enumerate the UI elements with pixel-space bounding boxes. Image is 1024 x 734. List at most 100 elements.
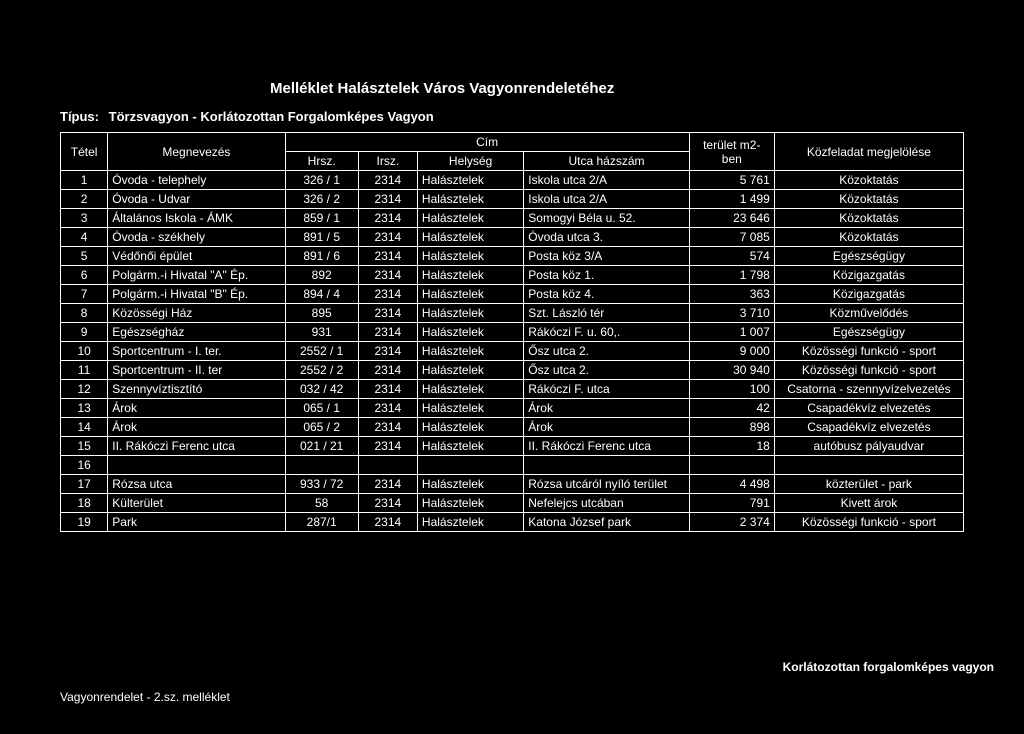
cell-hrsz: 326 / 1	[285, 171, 358, 190]
cell-kozfeladat	[774, 456, 963, 475]
cell-utca: Ősz utca 2.	[524, 342, 689, 361]
cell-helyseg: Halásztelek	[417, 304, 523, 323]
table-row: 11Sportcentrum - II. ter2552 / 22314Halá…	[61, 361, 964, 380]
cell-utca: Posta köz 1.	[524, 266, 689, 285]
cell-kozfeladat: Csatorna - szennyvízelvezetés	[774, 380, 963, 399]
cell-helyseg: Halásztelek	[417, 190, 523, 209]
cell-irsz: 2314	[358, 171, 417, 190]
cell-utca: Iskola utca 2/A	[524, 190, 689, 209]
th-helyseg: Helység	[417, 152, 523, 171]
cell-terulet: 1 007	[689, 323, 774, 342]
cell-hrsz: 58	[285, 494, 358, 513]
table-row: 18Külterület582314HalásztelekNefelejcs u…	[61, 494, 964, 513]
cell-tetel: 12	[61, 380, 108, 399]
cell-utca: Rózsa utcáról nyíló terület	[524, 475, 689, 494]
table-row: 17Rózsa utca933 / 722314HalásztelekRózsa…	[61, 475, 964, 494]
cell-utca: Iskola utca 2/A	[524, 171, 689, 190]
cell-helyseg: Halásztelek	[417, 342, 523, 361]
cell-tetel: 13	[61, 399, 108, 418]
cell-tetel: 5	[61, 247, 108, 266]
document-page: Melléklet Halásztelek Város Vagyonrendel…	[60, 80, 964, 532]
cell-tetel: 6	[61, 266, 108, 285]
cell-irsz: 2314	[358, 494, 417, 513]
cell-terulet: 1 499	[689, 190, 774, 209]
footer-right: Korlátozottan forgalomképes vagyon	[783, 660, 994, 674]
cell-hrsz: 892	[285, 266, 358, 285]
cell-helyseg: Halásztelek	[417, 209, 523, 228]
cell-utca: Árok	[524, 399, 689, 418]
cell-hrsz: 2552 / 1	[285, 342, 358, 361]
cell-terulet: 9 000	[689, 342, 774, 361]
cell-hrsz: 032 / 42	[285, 380, 358, 399]
cell-hrsz: 891 / 6	[285, 247, 358, 266]
cell-irsz: 2314	[358, 228, 417, 247]
cell-terulet: 42	[689, 399, 774, 418]
cell-hrsz: 021 / 21	[285, 437, 358, 456]
cell-helyseg: Halásztelek	[417, 437, 523, 456]
cell-hrsz: 894 / 4	[285, 285, 358, 304]
th-kozfeladat: Közfeladat megjelölése	[774, 133, 963, 171]
cell-megnevezes: Rózsa utca	[108, 475, 285, 494]
cell-kozfeladat: Kivett árok	[774, 494, 963, 513]
cell-hrsz: 287/1	[285, 513, 358, 532]
cell-hrsz: 2552 / 2	[285, 361, 358, 380]
cell-tetel: 4	[61, 228, 108, 247]
cell-kozfeladat: Csapadékvíz elvezetés	[774, 399, 963, 418]
cell-irsz: 2314	[358, 266, 417, 285]
cell-tetel: 7	[61, 285, 108, 304]
cell-kozfeladat: Csapadékvíz elvezetés	[774, 418, 963, 437]
cell-hrsz: 859 / 1	[285, 209, 358, 228]
cell-terulet: 100	[689, 380, 774, 399]
cell-utca: Somogyi Béla u. 52.	[524, 209, 689, 228]
cell-megnevezes: II. Rákóczi Ferenc utca	[108, 437, 285, 456]
cell-megnevezes: Polgárm.-i Hivatal "A" Ép.	[108, 266, 285, 285]
type-label: Típus:	[60, 109, 99, 124]
cell-helyseg: Halásztelek	[417, 494, 523, 513]
table-row: 16	[61, 456, 964, 475]
cell-irsz: 2314	[358, 475, 417, 494]
cell-helyseg: Halásztelek	[417, 475, 523, 494]
asset-table: Tétel Megnevezés Cím terület m2-ben Közf…	[60, 132, 964, 532]
table-row: 14Árok065 / 22314HalásztelekÁrok898Csapa…	[61, 418, 964, 437]
cell-tetel: 2	[61, 190, 108, 209]
cell-tetel: 14	[61, 418, 108, 437]
cell-irsz: 2314	[358, 247, 417, 266]
cell-hrsz	[285, 456, 358, 475]
cell-hrsz: 931	[285, 323, 358, 342]
cell-terulet: 2 374	[689, 513, 774, 532]
cell-megnevezes: Óvoda - székhely	[108, 228, 285, 247]
table-head: Tétel Megnevezés Cím terület m2-ben Közf…	[61, 133, 964, 171]
cell-hrsz: 891 / 5	[285, 228, 358, 247]
cell-irsz: 2314	[358, 209, 417, 228]
cell-hrsz: 895	[285, 304, 358, 323]
cell-utca: Rákóczi F. utca	[524, 380, 689, 399]
cell-megnevezes: Általános Iskola - ÁMK	[108, 209, 285, 228]
cell-hrsz: 326 / 2	[285, 190, 358, 209]
cell-helyseg: Halásztelek	[417, 323, 523, 342]
cell-helyseg: Halásztelek	[417, 380, 523, 399]
cell-terulet: 898	[689, 418, 774, 437]
type-value: Törzsvagyon - Korlátozottan Forgalomképe…	[109, 109, 434, 124]
cell-tetel: 16	[61, 456, 108, 475]
cell-helyseg: Halásztelek	[417, 247, 523, 266]
table-row: 12Szennyvíztisztító032 / 422314Halásztel…	[61, 380, 964, 399]
cell-kozfeladat: Közigazgatás	[774, 266, 963, 285]
th-utca: Utca házszám	[524, 152, 689, 171]
cell-tetel: 10	[61, 342, 108, 361]
cell-irsz: 2314	[358, 361, 417, 380]
cell-kozfeladat: közterület - park	[774, 475, 963, 494]
cell-kozfeladat: autóbusz pályaudvar	[774, 437, 963, 456]
cell-utca: Árok	[524, 418, 689, 437]
cell-megnevezes	[108, 456, 285, 475]
cell-helyseg: Halásztelek	[417, 171, 523, 190]
cell-megnevezes: Sportcentrum - I. ter.	[108, 342, 285, 361]
cell-utca: Szt. László tér	[524, 304, 689, 323]
cell-helyseg: Halásztelek	[417, 399, 523, 418]
cell-irsz: 2314	[358, 190, 417, 209]
cell-irsz: 2314	[358, 437, 417, 456]
cell-megnevezes: Árok	[108, 418, 285, 437]
cell-terulet	[689, 456, 774, 475]
cell-utca: Ősz utca 2.	[524, 361, 689, 380]
cell-megnevezes: Védőnői épület	[108, 247, 285, 266]
cell-terulet: 23 646	[689, 209, 774, 228]
